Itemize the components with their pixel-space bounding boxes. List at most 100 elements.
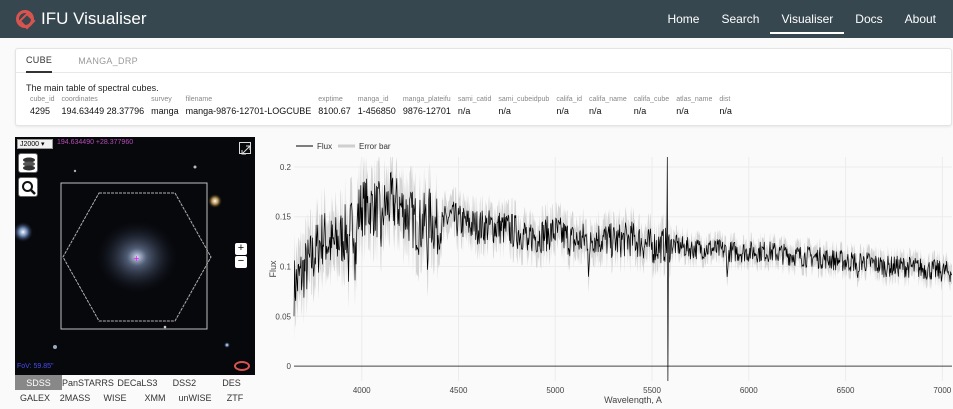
brand[interactable]: IFU Visualiser [16, 9, 147, 29]
fov-readout: FoV: 59.85" [17, 363, 54, 370]
app-title: IFU Visualiser [41, 9, 147, 28]
field-value: n/a [498, 106, 511, 116]
aladin-logo-icon [234, 361, 250, 371]
survey-button-xmm[interactable]: XMM [144, 392, 166, 403]
survey-selector: SDSS PanSTARRS DECaLS3 DSS2 DES GALEX 2MASS WI… [15, 375, 255, 405]
survey-button-dss2[interactable]: DSS2 [172, 377, 197, 388]
magnifier-icon[interactable] [18, 177, 38, 197]
field-value: 8100.67 [318, 106, 351, 116]
survey-button-sdss[interactable]: SDSS [15, 375, 63, 390]
field-header: califa_cube [633, 96, 670, 103]
survey-button-panstarrs[interactable]: PanSTARRS [62, 377, 114, 388]
nav-visualiser[interactable]: Visualiser [770, 0, 845, 38]
flux-line [293, 156, 953, 382]
field-value: manga-9876-12701-LOGCUBE [185, 106, 312, 116]
field-coordinates: coordinates 194.63449 28.37796 [62, 96, 145, 116]
y-tick-label: 0 [287, 362, 292, 371]
field-value: n/a [457, 106, 471, 116]
survey-row-1: SDSS PanSTARRS DECaLS3 DSS2 DES [15, 375, 255, 390]
field-cube-id: cube_id 4295 [30, 96, 55, 116]
tab-manga-drp[interactable]: MANGA_DRP [78, 56, 138, 66]
field-header: filename [185, 96, 213, 103]
nav-docs[interactable]: Docs [855, 12, 883, 26]
survey-button-unwise[interactable]: unWISE [178, 392, 212, 403]
field-header: sami_catid [457, 96, 492, 103]
field-survey: survey manga [151, 96, 179, 116]
field-header: manga_plateifu [402, 96, 451, 103]
field-value: 4295 [30, 106, 51, 116]
y-axis-label: Flux [268, 260, 278, 278]
x-axis-label: Wavelength, A [604, 395, 662, 404]
expand-icon[interactable] [239, 142, 251, 155]
field-header: coordinates [61, 96, 98, 103]
field-califa-cube: califa_cube n/a [634, 96, 669, 116]
field-header: califa_name [589, 96, 627, 103]
survey-row-2: GALEX 2MASS WISE XMM unWISE ZTF [15, 390, 255, 405]
field-value: n/a [719, 106, 732, 116]
field-manga-id: manga_id 1-456850 [358, 96, 396, 116]
field-califa-id: califa_id n/a [556, 96, 582, 116]
field-value: n/a [633, 106, 647, 116]
field-exptime: exptime 8100.67 [318, 96, 351, 116]
field-value: 1-456850 [357, 106, 396, 116]
x-tick-label: 4500 [450, 386, 468, 395]
field-sami-catid: sami_catid n/a [458, 96, 491, 116]
survey-button-wise[interactable]: WISE [103, 392, 127, 403]
survey-button-des[interactable]: DES [222, 377, 241, 388]
field-value: n/a [676, 106, 689, 116]
nav-search[interactable]: Search [721, 12, 760, 26]
x-tick-label: 5000 [546, 386, 564, 395]
field-header: atlas_name [676, 96, 713, 103]
field-header: exptime [318, 96, 343, 103]
spectrum-chart[interactable]: 4000 4500 5000 5500 6000 6500 7000 0 0.05 0.1 0.15… [266, 137, 953, 405]
ifu-logo-icon [16, 10, 34, 28]
field-califa-name: califa_name n/a [589, 96, 627, 116]
survey-button-galex[interactable]: GALEX [19, 392, 50, 403]
field-filename: filename manga-9876-12701-LOGCUBE [186, 96, 312, 116]
table-tabs: CUBE MANGA_DRP [16, 49, 951, 73]
nav-menu: Home Search Visualiser Docs About [656, 0, 947, 38]
field-manga-plateifu: manga_plateifu 9876-12701 [403, 96, 451, 116]
x-tick-label: 6000 [740, 386, 758, 395]
field-value: manga [151, 106, 179, 116]
tab-cube[interactable]: CUBE [26, 49, 53, 73]
coordinates-readout: 194.634490 +28.377960 [57, 139, 134, 146]
field-header: dist [719, 96, 731, 103]
field-dist: dist n/a [719, 96, 732, 116]
sky-viewer[interactable]: + J2000 ▾ 194.634490 +28.377960 + − FoV:… [15, 137, 255, 375]
field-value: n/a [589, 106, 602, 116]
y-tick-label: 0.15 [275, 213, 291, 222]
field-sami-cubeidpub: sami_cubeidpub n/a [498, 96, 549, 116]
field-atlas-name: atlas_name n/a [676, 96, 712, 116]
y-tick-label: 0.05 [275, 312, 291, 321]
zoom-out-button[interactable]: − [235, 256, 247, 268]
legend-error-label[interactable]: Error bar [359, 142, 391, 151]
nav-about[interactable]: About [904, 12, 936, 26]
svg-text:+: + [133, 254, 140, 263]
survey-button-ztf[interactable]: ZTF [226, 392, 244, 403]
field-header: survey [151, 96, 172, 103]
nav-home[interactable]: Home [667, 12, 700, 26]
survey-button-decals3[interactable]: DECaLS3 [117, 377, 158, 388]
x-tick-label: 6500 [837, 386, 855, 395]
x-tick-label: 7000 [933, 386, 951, 395]
y-tick-label: 0.2 [280, 163, 292, 172]
sky-image: + [15, 137, 255, 375]
x-tick-label: 4000 [353, 386, 371, 395]
zoom-in-button[interactable]: + [235, 243, 247, 255]
top-navbar: IFU Visualiser Home Search Visualiser Do… [0, 0, 953, 38]
layers-icon[interactable] [18, 153, 38, 173]
field-header: manga_id [357, 96, 389, 103]
cube-fields: cube_id 4295 coordinates 194.63449 28.37796… [30, 96, 739, 116]
cube-info-card: CUBE MANGA_DRP The main table of spectra… [15, 48, 952, 126]
frame-select[interactable]: J2000 ▾ [17, 139, 53, 149]
field-value: 9876-12701 [402, 106, 451, 116]
field-header: sami_cubeidpub [498, 96, 550, 103]
field-header: cube_id [30, 96, 55, 103]
field-value: 194.63449 28.37796 [61, 106, 145, 116]
x-tick-label: 5500 [643, 386, 661, 395]
field-header: califa_id [556, 96, 583, 103]
survey-button-2mass[interactable]: 2MASS [59, 392, 91, 403]
legend-flux-label[interactable]: Flux [317, 142, 332, 151]
y-tick-label: 0.1 [280, 263, 292, 272]
